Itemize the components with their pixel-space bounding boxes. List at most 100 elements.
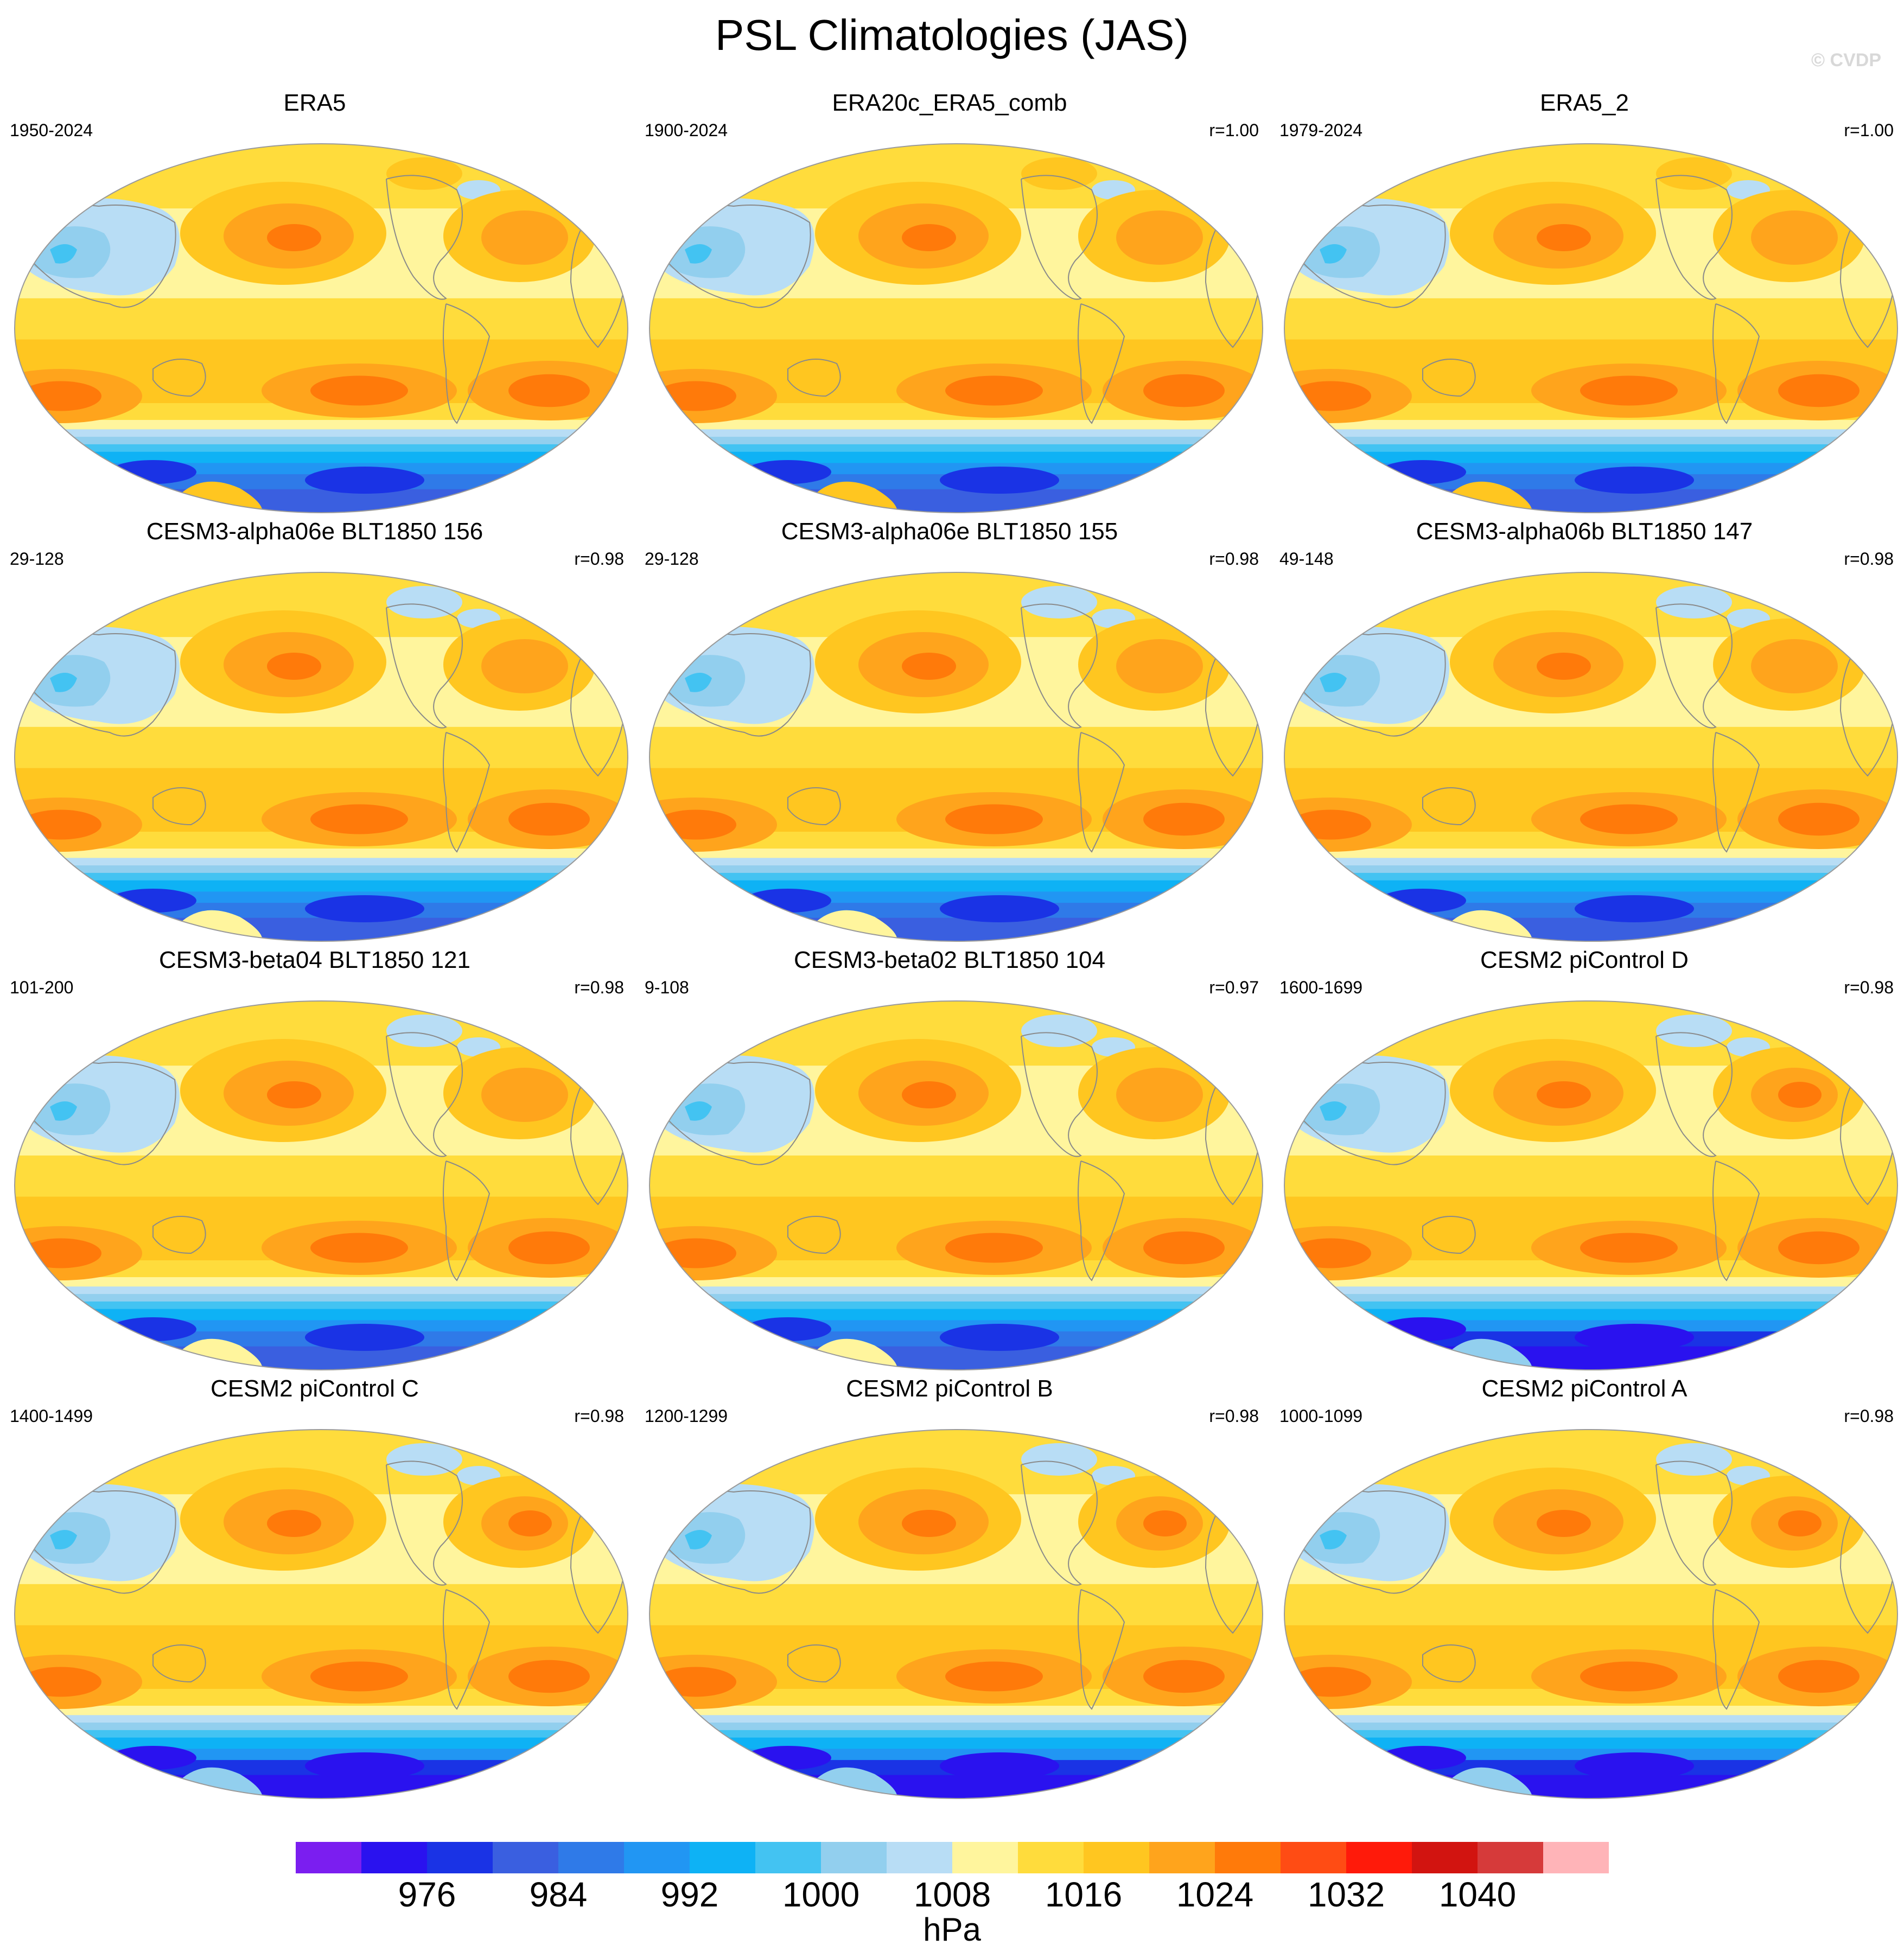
asia-coastline: [1292, 633, 1446, 737]
southern-low-core: [305, 467, 424, 494]
map-boundary: [1284, 572, 1898, 942]
asia-coastline: [22, 633, 176, 737]
psl-map: [1284, 1429, 1898, 1799]
panel-title: CESM3-alpha06b BLT1850 147: [1416, 518, 1753, 545]
colorbar-swatch: [1478, 1842, 1544, 1873]
psl-map: [14, 1000, 628, 1370]
southern-low-core: [110, 1746, 196, 1770]
psl-band: [15, 1775, 628, 1798]
psl-map: [649, 1000, 1263, 1370]
map-boundary: [14, 143, 628, 513]
australia-coastline: [1422, 359, 1476, 397]
australia-coastline: [787, 787, 841, 826]
south-america-coastline: [443, 303, 491, 424]
southern-low-core: [110, 1317, 196, 1341]
panel-correlation: r=0.98: [574, 978, 624, 997]
colorbar-swatch: [690, 1842, 756, 1873]
colorbar-tick-label: 976: [398, 1875, 456, 1914]
asia-coastline: [657, 633, 811, 737]
figure-title: PSL Climatologies (JAS): [715, 11, 1189, 59]
south-america-coastline: [1078, 303, 1125, 424]
south-subtropical-high-core: [1143, 374, 1225, 407]
north-pacific-high-core: [1537, 1081, 1591, 1108]
panel-correlation: r=0.97: [1209, 978, 1259, 997]
south-subtropical-high-core: [945, 1233, 1043, 1263]
psl-band: [1284, 1730, 1897, 1738]
colorbar: [296, 1842, 1609, 1873]
southern-low-core: [1379, 460, 1466, 484]
panel-period: 1000-1099: [1279, 1406, 1363, 1426]
australia-high: [772, 1636, 837, 1674]
south-america-coastline: [1712, 1589, 1760, 1710]
psl-band: [1284, 429, 1897, 438]
north-pacific-high-core: [902, 1081, 956, 1108]
south-america-coastline: [1078, 1160, 1125, 1281]
map-panel: CESM3-alpha06e BLT1850 155 29-128 r=0.98: [635, 515, 1264, 949]
psl-band: [649, 444, 1263, 452]
north-america-coastline: [1021, 603, 1098, 729]
south-subtropical-high-core: [1580, 1233, 1678, 1263]
arctic-region: [386, 586, 462, 618]
psl-band: [1284, 1715, 1897, 1724]
asia-coastline: [22, 1490, 176, 1594]
north-pacific-high-core: [1537, 1510, 1591, 1537]
asian-low-center: [1320, 244, 1347, 264]
psl-band: [1284, 872, 1897, 881]
southern-low-core: [110, 889, 196, 913]
arctic-region: [386, 157, 462, 190]
psl-band: [649, 1294, 1263, 1302]
north-america-coastline: [1655, 603, 1733, 729]
asian-low-center: [685, 673, 712, 692]
map-boundary: [649, 572, 1263, 942]
australia-coastline: [1422, 1216, 1476, 1254]
map-panel: ERA5_2 1979-2024 r=1.00: [1270, 87, 1899, 521]
panel-title: CESM2 piControl B: [846, 1375, 1053, 1402]
north-pacific-high-core: [267, 1510, 321, 1537]
australia-high: [137, 350, 202, 388]
arctic-region: [1656, 1443, 1732, 1476]
panel-period: 29-128: [645, 549, 699, 569]
psl-band: [649, 849, 1263, 859]
colorbar-swatch: [624, 1842, 690, 1873]
psl-band: [1284, 1277, 1897, 1287]
panel-correlation: r=0.98: [1844, 549, 1894, 569]
arctic-region: [386, 1443, 462, 1476]
north-america-coastline: [1021, 1032, 1098, 1157]
south-subtropical-high-core: [508, 1231, 590, 1265]
asia-coastline: [22, 205, 176, 308]
psl-band: [15, 444, 628, 452]
map-panel: CESM2 piControl C 1400-1499 r=0.98: [0, 1373, 629, 1807]
psl-band: [649, 1309, 1263, 1321]
panel-correlation: r=0.98: [1844, 1406, 1894, 1426]
psl-band: [15, 1737, 628, 1750]
psl-band: [649, 1277, 1263, 1287]
psl-map: [649, 143, 1263, 513]
colorbar-swatch: [1149, 1842, 1215, 1873]
psl-band: [15, 849, 628, 859]
psl-band: [15, 1346, 628, 1370]
panel-period: 29-128: [10, 549, 64, 569]
south-america-coastline: [1712, 303, 1760, 424]
psl-band: [1284, 444, 1897, 452]
south-subtropical-high-core: [310, 1661, 408, 1692]
psl-band: [15, 1706, 628, 1716]
australia-coastline: [152, 1216, 206, 1254]
colorbar-swatch: [296, 1842, 362, 1873]
south-subtropical-high-core: [1580, 1661, 1678, 1692]
colorbar-tick-label: 1008: [913, 1875, 991, 1914]
asia-coastline: [657, 1490, 811, 1594]
map-panel: CESM2 piControl A 1000-1099 r=0.98: [1270, 1373, 1899, 1807]
australia-high: [1406, 1207, 1472, 1245]
colorbar-units: hPa: [923, 1911, 981, 1948]
map-field: [15, 1430, 628, 1798]
psl-band: [1284, 451, 1897, 464]
panel-title: CESM3-beta04 BLT1850 121: [159, 947, 470, 973]
asian-low-center: [50, 1101, 77, 1121]
colorbar-swatch: [361, 1842, 428, 1873]
map-panel: CESM3-alpha06b BLT1850 147 49-148 r=0.98: [1270, 515, 1899, 949]
south-subtropical-high-core: [20, 1238, 101, 1268]
southern-low-core: [305, 1324, 424, 1351]
map-boundary: [1284, 1429, 1898, 1799]
psl-band: [15, 1730, 628, 1738]
southern-low-core: [1575, 895, 1694, 922]
